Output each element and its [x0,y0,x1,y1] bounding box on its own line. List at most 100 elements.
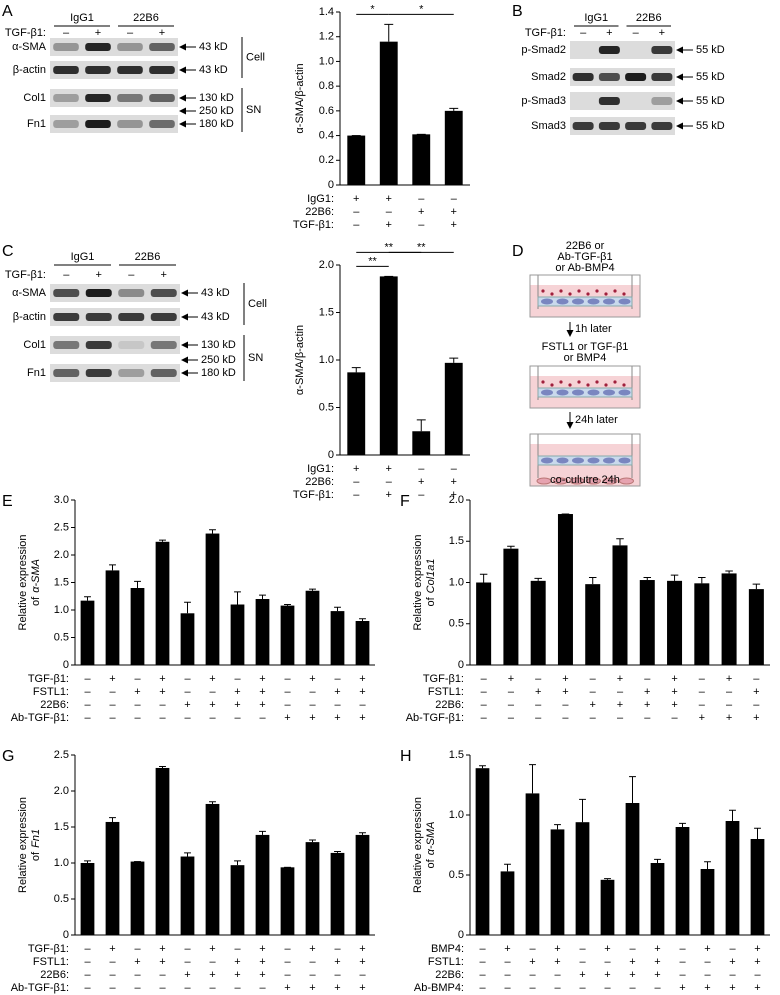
error-bar [159,766,166,768]
band [598,46,620,54]
band [598,73,620,81]
gene-prefix: of [425,858,437,868]
blot-strip [570,68,675,86]
condition-sign: – [84,982,91,994]
condition-sign: + [754,982,760,994]
panel-letter: G [2,748,14,765]
condition-sign: + [562,673,568,685]
condition-sign: + [159,686,165,698]
gene-name: α-SMA [425,822,437,856]
band [53,43,79,51]
condition-sign: – [535,699,542,711]
bar [230,865,245,935]
condition-sign: – [234,673,241,685]
step-text: 22B6 or [566,240,605,252]
group-label: SN [248,352,263,364]
condition-label: FSTL1: [33,956,69,968]
bar [280,605,295,665]
condition-sign: – [309,699,316,711]
y-label-line: α-SMA/β-actin [294,63,306,133]
y-tick-label: 0 [63,659,69,671]
condition-sign: – [284,699,291,711]
error-bar [184,601,191,614]
step-text: Ab-TGF-β1 [557,251,612,263]
condition-sign: – [84,686,91,698]
bar [550,829,565,935]
condition-sign: – [184,956,191,968]
bar [444,110,463,185]
condition-sign: + [159,673,165,685]
y-tick-label: 0.8 [319,80,334,92]
cell [556,457,569,464]
bar [476,582,492,665]
condition-sign: + [359,686,365,698]
cell [541,389,553,396]
y-axis-label: α-SMA/β-actin [294,325,306,395]
bar [639,580,655,665]
reagent-dot [622,292,626,296]
error-bar [109,817,116,822]
row-label: β-actin [13,64,46,76]
band [651,73,673,81]
condition-label: IgG1: [307,463,334,475]
bar [530,580,546,665]
significance-label: ** [417,241,426,253]
band [53,66,79,74]
band [85,120,111,128]
y-tick-label: 1.2 [319,31,334,43]
size-label: 250 kD [199,105,234,117]
band [150,369,177,377]
condition-sign: – [209,712,216,724]
condition-sign: + [699,712,705,724]
condition-sign: + [184,969,190,981]
group-label: Cell [246,51,265,63]
condition-sign: + [386,489,392,501]
condition-sign: – [729,969,736,981]
y-tick-label: 0 [328,179,334,191]
bar [748,589,764,665]
row-label: Smad3 [531,120,566,132]
reagent-dot [622,383,626,387]
condition-sign: + [451,206,457,218]
error-bar [670,574,679,581]
condition-label: 22B6: [40,969,69,981]
membrane [537,455,633,466]
y-tick-label: 0.4 [319,129,334,141]
condition-sign: – [753,699,760,711]
error-bar [643,577,652,581]
reagent-dot [541,289,545,293]
condition-sign: – [481,699,488,711]
condition-sign: – [234,982,241,994]
bar [230,604,245,665]
condition-sign: – [562,712,569,724]
band [53,94,79,102]
condition-sign: – [617,712,624,724]
band [53,120,79,128]
condition-sign: + [259,969,265,981]
condition-sign: – [535,673,542,685]
condition-sign: – [679,956,686,968]
band [625,46,646,54]
condition-sign: + [754,956,760,968]
blot-strip [50,284,180,302]
condition-label: Ab-TGF-β1: [11,982,69,994]
band [85,94,111,102]
condition-sign: + [508,673,514,685]
error-bar [284,604,291,606]
condition-sign: – [359,969,366,981]
condition-sign: – [654,982,661,994]
condition-sign: – [699,673,706,685]
treatment-sign: + [159,27,165,39]
y-tick-label: 1.4 [319,6,334,18]
y-tick-label: 2.5 [54,749,69,761]
row-label: Fn1 [27,367,46,379]
bar [525,793,540,935]
y-tick-label: 0.5 [54,631,69,643]
bar [155,767,170,935]
treatment-sign: – [127,27,134,39]
cell [602,477,618,485]
band [150,289,177,297]
condition-sign: + [134,956,140,968]
error-bar [729,809,736,821]
bar [130,588,145,665]
